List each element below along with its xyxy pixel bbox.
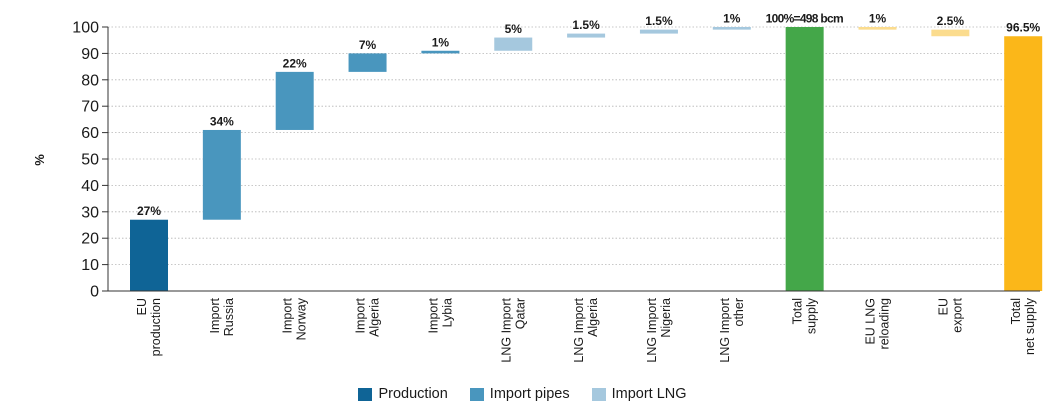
bar: [931, 29, 970, 37]
category-labels: EU production Import Russia Import Norway Impo…: [135, 297, 1037, 362]
category-label: Total: [1009, 298, 1023, 324]
legend-item: Production: [358, 386, 448, 402]
y-axis-label: %: [32, 154, 47, 166]
legend-item: Import LNG: [591, 386, 687, 402]
y-tick-label: 50: [81, 152, 99, 169]
data-label: 100%=498 bcm: [766, 12, 844, 26]
waterfall-chart: 0 10 20 30 40 50 60 70 80 90 100 27% 34% 22% 7% 1% 5% 1.…: [32, 12, 1043, 363]
legend-swatch: [591, 387, 606, 401]
y-tick-label: 100: [72, 20, 99, 37]
category-label: Algeria: [586, 298, 600, 337]
bar: [858, 27, 897, 30]
data-label: 1%: [869, 12, 887, 26]
category-label: Nigeria: [659, 298, 673, 338]
bars: [130, 27, 1043, 291]
y-axis-ticks: 0 10 20 30 40 50 60 70 80 90 100: [72, 20, 109, 301]
category-label: LNG Import: [572, 297, 586, 362]
category-label: production: [149, 298, 163, 356]
category-label: LNG Import: [499, 297, 513, 362]
category-label: export: [950, 297, 964, 332]
category-label: LNG Import: [718, 297, 732, 362]
category-label: Russia: [222, 298, 236, 336]
category-label: Import: [426, 297, 440, 333]
y-tick-label: 10: [81, 257, 99, 274]
category-label: Qatar: [513, 298, 527, 329]
y-tick-label: 90: [81, 46, 99, 63]
category-label: Algeria: [368, 298, 382, 337]
legend-swatch: [358, 387, 373, 401]
category-label: Import: [354, 297, 368, 333]
category-label: Lybia: [440, 298, 454, 327]
bar: [348, 53, 387, 72]
data-label: 2.5%: [937, 14, 965, 28]
data-label: 96.5%: [1006, 21, 1040, 35]
legend-label: Import pipes: [489, 386, 570, 402]
y-tick-label: 70: [81, 99, 99, 116]
data-label: 34%: [210, 114, 234, 128]
data-labels: 27% 34% 22% 7% 1% 5% 1.5% 1.5% 1% 100%=498 bcm 1% 2…: [137, 12, 1041, 219]
data-label: 1.5%: [645, 14, 673, 28]
data-label: 1%: [723, 12, 741, 26]
y-tick-label: 40: [81, 178, 99, 195]
bar: [567, 33, 606, 38]
bar: [639, 29, 678, 34]
y-tick-label: 80: [81, 72, 99, 89]
category-label: reloading: [878, 298, 892, 349]
category-label: supply: [805, 297, 819, 334]
category-label: other: [732, 298, 746, 327]
category-label: EU: [135, 298, 149, 315]
category-label: Import: [208, 297, 222, 333]
category-label: Import: [281, 297, 295, 333]
data-label: 5%: [505, 22, 523, 36]
bar: [421, 50, 460, 54]
data-label: 27%: [137, 204, 161, 218]
bar: [785, 27, 824, 291]
category-label: Total: [791, 298, 805, 324]
category-label: EU LNG: [864, 298, 878, 345]
data-label: 7%: [359, 38, 377, 52]
bar: [1004, 36, 1043, 291]
legend: Production Import pipes Import LNG: [0, 386, 1045, 402]
gridlines: [108, 26, 1040, 266]
y-tick-label: 60: [81, 125, 99, 142]
legend-swatch: [469, 387, 484, 401]
category-label: net supply: [1023, 297, 1037, 355]
bar: [494, 37, 533, 51]
legend-label: Import LNG: [611, 386, 687, 402]
bar: [130, 219, 168, 291]
bar: [202, 129, 241, 220]
y-tick-label: 20: [81, 231, 99, 248]
legend-label: Production: [378, 386, 448, 402]
data-label: 1.5%: [572, 18, 600, 32]
data-label: 1%: [432, 35, 450, 49]
bar: [712, 27, 751, 30]
bar: [275, 71, 314, 130]
category-label: EU: [936, 298, 950, 315]
category-label: Norway: [295, 297, 309, 340]
legend-item: Import pipes: [469, 386, 570, 402]
data-label: 22%: [283, 56, 307, 70]
y-tick-label: 30: [81, 204, 99, 221]
category-label: LNG Import: [645, 297, 659, 362]
y-tick-label: 0: [90, 284, 99, 301]
